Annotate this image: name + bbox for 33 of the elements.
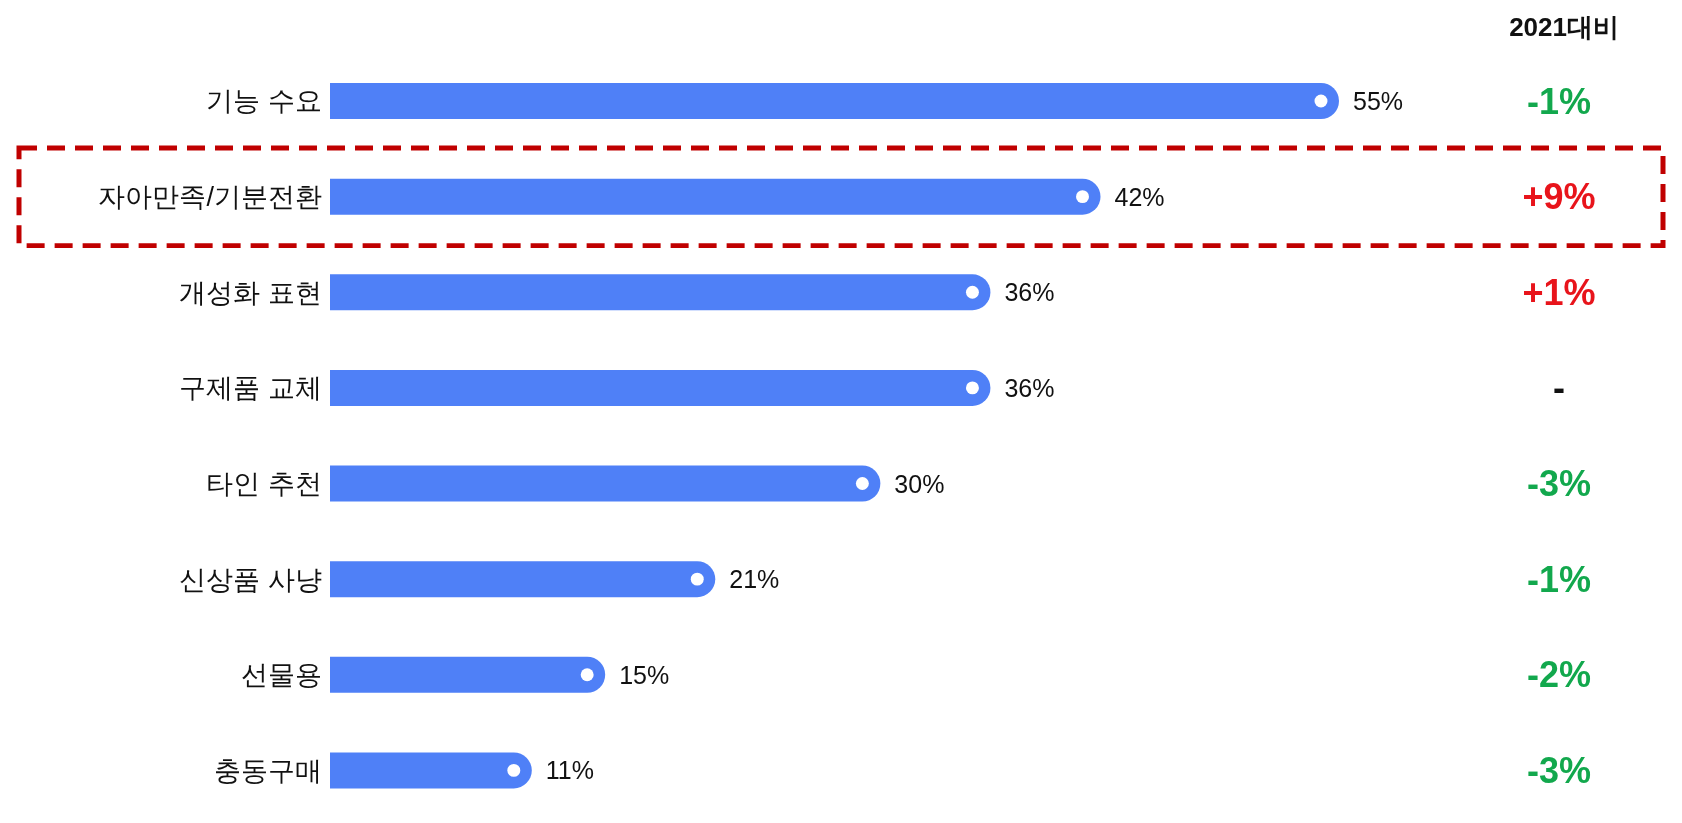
y-tick-label: 개성화 표현 <box>179 277 322 308</box>
bar <box>330 83 1339 119</box>
bar <box>330 561 716 598</box>
data-label: 36% <box>1004 278 1055 307</box>
text: - <box>1553 367 1565 409</box>
data-label: 30% <box>894 469 945 498</box>
bar <box>330 178 1101 215</box>
bar <box>330 369 991 406</box>
bar <box>330 752 532 789</box>
data-label: 55% <box>1353 87 1404 115</box>
bar <box>330 656 606 693</box>
text: +9% <box>1522 176 1596 218</box>
text: -3% <box>1526 749 1592 791</box>
text: -3% <box>1526 463 1592 504</box>
text: 2021대비 <box>1509 11 1619 44</box>
y-tick-label: 자아만족/기분전환 <box>98 182 322 213</box>
data-label: 36% <box>1004 373 1055 402</box>
y-tick-label: 충동구매 <box>214 755 322 786</box>
text: +1% <box>1522 271 1596 313</box>
bar <box>330 274 991 311</box>
y-tick-label: 타인 추천 <box>206 468 322 499</box>
data-label: 15% <box>619 660 670 689</box>
data-label: 11% <box>545 756 594 785</box>
data-label: 42% <box>1114 182 1165 211</box>
y-tick-label: 선물용 <box>241 660 322 691</box>
y-tick-label: 신상품 사냥 <box>179 564 322 595</box>
y-tick-label: 구제품 교체 <box>179 373 322 404</box>
bar <box>330 465 881 502</box>
text: -1% <box>1526 558 1592 600</box>
text: -2% <box>1526 654 1592 696</box>
data-label: 21% <box>729 565 780 594</box>
text: -1% <box>1526 80 1592 122</box>
y-tick-label: 기능 수요 <box>206 86 322 117</box>
